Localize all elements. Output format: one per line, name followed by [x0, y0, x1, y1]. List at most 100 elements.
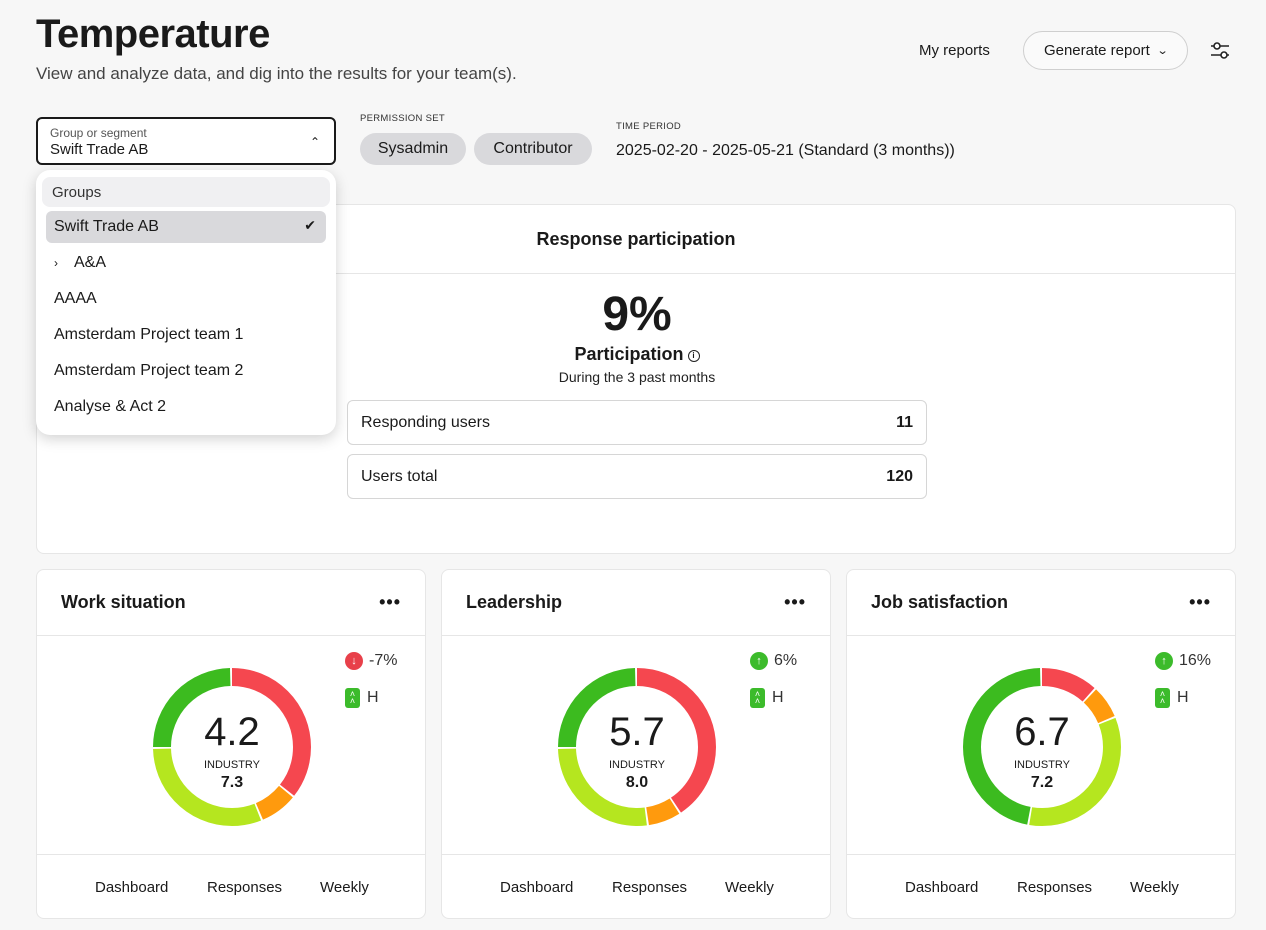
dropdown-option-aaaa[interactable]: AAAA [54, 290, 97, 307]
double-chevron-up-icon: ˄ ˄ [345, 688, 360, 708]
metric-card-footer: Dashboard Responses Weekly [37, 854, 425, 920]
responses-link[interactable]: Responses [207, 879, 283, 896]
responses-link[interactable]: Responses [1017, 879, 1093, 896]
level-label: H [1177, 689, 1189, 706]
permission-chip-contributor[interactable]: Contributor [474, 133, 592, 165]
weekly-link[interactable]: Weekly [1130, 879, 1179, 896]
trend-indicator: ↑ 16% [1155, 652, 1211, 670]
donut-segment-red [153, 668, 311, 826]
trend-arrow-icon: ↑ [750, 652, 768, 670]
metric-card-footer: Dashboard Responses Weekly [847, 854, 1235, 920]
industry-value: 8.0 [625, 774, 649, 791]
metric-card-header: Job satisfaction ••• [847, 570, 1235, 636]
dropdown-section-header: Groups [42, 177, 330, 207]
group-dropdown-menu: Groups Swift Trade AB ✔ › A&A AAAA Amster… [36, 170, 336, 435]
more-options-icon[interactable]: ••• [784, 592, 806, 612]
dropdown-option-a-and-a[interactable]: › A&A [46, 247, 326, 279]
level-indicator: ˄ ˄ H [345, 688, 379, 708]
weekly-link[interactable]: Weekly [725, 879, 774, 896]
chevron-up-icon: ⌃ [309, 135, 320, 149]
dashboard-link[interactable]: Dashboard [905, 879, 979, 896]
donut-segment-orange [558, 668, 716, 826]
checkmark-icon: ✔ [304, 217, 316, 233]
metric-score: 4.2 [204, 710, 260, 754]
metric-title: Leadership [466, 592, 563, 612]
time-period-label: TIME PERIOD [616, 121, 682, 132]
metric-score: 5.7 [609, 710, 665, 754]
donut-segment-red [558, 668, 716, 826]
score-donut [153, 668, 311, 826]
trend-arrow-icon: ↓ [345, 652, 363, 670]
dashboard-link[interactable]: Dashboard [95, 879, 169, 896]
trend-arrow-icon: ↑ [1155, 652, 1173, 670]
metric-card-leadership: Leadership ••• 5.7 INDUSTRY 8.0 ↑ 6% ˄ ˄ … [441, 569, 831, 919]
more-options-icon[interactable]: ••• [1189, 592, 1211, 612]
participation-percent: 9% [602, 288, 672, 341]
dashboard-link[interactable]: Dashboard [500, 879, 574, 896]
industry-label: INDUSTRY [203, 759, 261, 771]
trend-value: 6% [774, 652, 798, 669]
metric-card-header: Work situation ••• [37, 570, 425, 636]
weekly-link[interactable]: Weekly [320, 879, 369, 896]
trend-value: -7% [369, 652, 398, 669]
donut-segment-green [153, 668, 311, 826]
participation-subtext: During the 3 past months [558, 369, 716, 385]
group-segment-select[interactable]: Group or segment Swift Trade AB ⌃ [36, 117, 336, 165]
industry-value: 7.3 [220, 774, 244, 791]
trend-indicator: ↓ -7% [345, 652, 397, 670]
level-indicator: ˄ ˄ H [750, 688, 784, 708]
donut-segment-red [963, 668, 1121, 826]
participation-label: Participation [574, 344, 684, 364]
score-donut [558, 668, 716, 826]
donut-segment-orange [963, 668, 1121, 826]
trend-indicator: ↑ 6% [750, 652, 797, 670]
page-subtitle: View and analyze data, and dig into the … [36, 64, 517, 83]
page-title: Temperature [36, 12, 270, 56]
donut-segment-lime [558, 668, 716, 826]
responding-users-row: Responding users 11 [347, 400, 927, 445]
group-select-value: Swift Trade AB [50, 141, 149, 158]
group-select-label: Group or segment [50, 126, 147, 140]
filter-settings-icon[interactable] [1206, 36, 1234, 64]
metric-card-work-situation: Work situation ••• 4.2 INDUSTRY 7.3 ↓ -7… [36, 569, 426, 919]
chevron-down-icon: ⌄ [1156, 45, 1169, 57]
info-icon[interactable]: i [687, 350, 700, 362]
level-indicator: ˄ ˄ H [1155, 688, 1189, 708]
metric-score: 6.7 [1014, 710, 1070, 754]
stat-label: Responding users [361, 413, 490, 431]
dropdown-option-analyse-act-2[interactable]: Analyse & Act 2 [54, 398, 167, 415]
level-label: H [772, 689, 784, 706]
stat-label: Users total [361, 467, 438, 485]
dropdown-option-swift-trade-ab[interactable]: Swift Trade AB ✔ [46, 211, 326, 243]
time-period-value[interactable]: 2025-02-20 - 2025-05-21 (Standard (3 mon… [616, 142, 955, 159]
more-options-icon[interactable]: ••• [379, 592, 401, 612]
dropdown-option-amsterdam-1[interactable]: Amsterdam Project team 1 [54, 326, 244, 343]
option-label: Swift Trade AB [54, 218, 159, 235]
generate-report-button[interactable]: Generate report ⌄ [1023, 31, 1188, 70]
option-label: A&A [74, 254, 107, 271]
generate-report-label: Generate report [1043, 42, 1150, 59]
industry-label: INDUSTRY [608, 759, 666, 771]
industry-value: 7.2 [1030, 774, 1054, 791]
dropdown-option-amsterdam-2[interactable]: Amsterdam Project team 2 [54, 362, 244, 379]
responses-link[interactable]: Responses [612, 879, 688, 896]
stat-value: 11 [896, 413, 913, 431]
level-label: H [367, 689, 379, 706]
metric-card-job-satisfaction: Job satisfaction ••• 6.7 INDUSTRY 7.2 ↑ … [846, 569, 1236, 919]
participation-label-row: Participation i [37, 344, 1237, 365]
participation-card-title: Response participation [37, 205, 1235, 274]
permission-set-label: PERMISSION SET [360, 113, 445, 124]
donut-segment-green [558, 668, 716, 826]
metric-title: Work situation [61, 592, 186, 612]
metric-card-header: Leadership ••• [442, 570, 830, 636]
users-total-row: Users total 120 [347, 454, 927, 499]
trend-value: 16% [1179, 652, 1212, 669]
industry-label: INDUSTRY [1013, 759, 1071, 771]
double-chevron-up-icon: ˄ ˄ [1155, 688, 1170, 708]
donut-segment-orange [153, 668, 311, 826]
double-chevron-up-icon: ˄ ˄ [750, 688, 765, 708]
my-reports-link[interactable]: My reports [919, 42, 990, 59]
metric-title: Job satisfaction [871, 592, 1009, 612]
chevron-right-icon[interactable]: › [54, 256, 58, 270]
permission-chip-sysadmin[interactable]: Sysadmin [360, 133, 466, 165]
